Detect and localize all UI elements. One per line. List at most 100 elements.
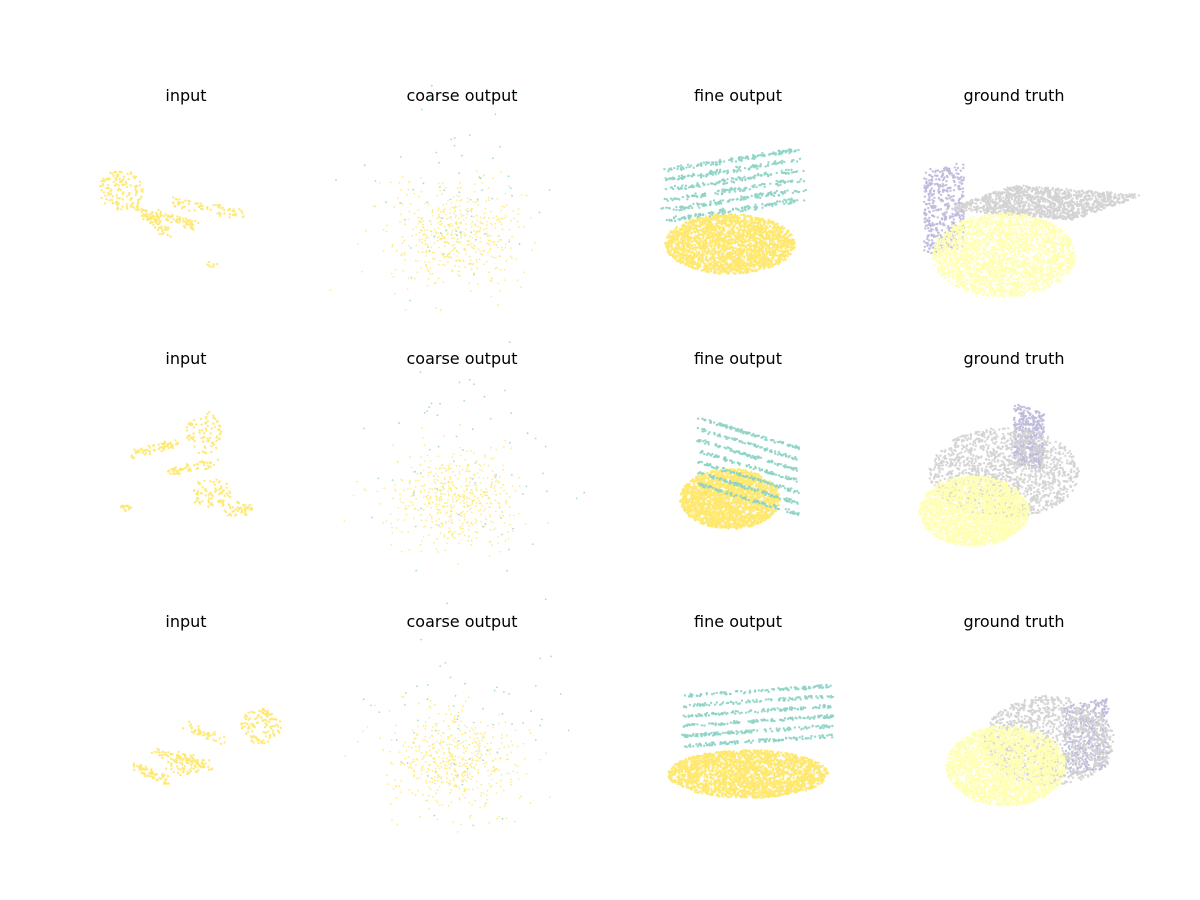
data-point — [466, 207, 469, 210]
data-point — [183, 205, 186, 208]
data-point — [463, 232, 465, 235]
data-point — [470, 268, 473, 270]
data-point — [724, 211, 727, 214]
data-point — [511, 257, 513, 260]
data-point — [732, 226, 736, 229]
data-point — [372, 205, 375, 208]
data-point — [161, 229, 164, 233]
data-point — [447, 224, 450, 227]
data-point — [726, 245, 729, 248]
data-point — [479, 250, 482, 253]
data-point — [666, 244, 669, 247]
data-point — [684, 184, 688, 187]
data-point — [481, 253, 483, 256]
data-point — [668, 244, 671, 247]
data-point — [498, 219, 500, 222]
data-point — [940, 175, 943, 179]
data-point — [781, 159, 784, 162]
data-point — [466, 240, 469, 242]
data-point — [152, 223, 155, 227]
data-point — [462, 219, 465, 221]
data-point — [721, 244, 725, 247]
data-point — [688, 165, 691, 169]
data-point — [182, 217, 185, 220]
data-point — [439, 220, 442, 223]
data-point — [792, 246, 796, 250]
data-point — [741, 249, 744, 252]
data-point — [429, 220, 432, 223]
data-point — [468, 243, 470, 246]
data-point — [436, 239, 439, 242]
data-point — [470, 215, 473, 218]
data-point — [500, 171, 502, 174]
data-point — [470, 226, 473, 228]
data-point — [479, 177, 482, 179]
data-point — [218, 203, 222, 207]
data-point — [771, 254, 774, 257]
data-point — [782, 245, 786, 248]
data-point — [509, 255, 512, 257]
data-point — [952, 199, 955, 203]
data-point — [418, 231, 421, 234]
data-point — [758, 184, 761, 187]
data-point — [740, 156, 743, 159]
data-point — [717, 216, 720, 219]
data-point — [186, 219, 189, 222]
data-point — [927, 250, 930, 254]
data-point — [497, 282, 500, 285]
data-point — [472, 201, 475, 203]
data-point — [471, 220, 474, 223]
data-point — [417, 209, 420, 211]
data-point — [116, 208, 119, 211]
data-point — [499, 289, 501, 292]
data-point — [455, 250, 458, 253]
data-point — [460, 236, 462, 239]
data-point — [420, 229, 422, 232]
data-point — [426, 201, 429, 204]
data-point — [1134, 196, 1137, 199]
data-point — [722, 229, 726, 232]
data-point — [385, 201, 387, 204]
data-point — [954, 184, 957, 187]
data-point — [390, 181, 392, 184]
data-point — [686, 198, 689, 201]
data-point — [693, 231, 697, 234]
data-point — [756, 174, 759, 177]
data-point — [960, 175, 963, 179]
data-point — [790, 245, 793, 248]
data-point — [730, 265, 734, 268]
data-point — [455, 230, 458, 233]
data-point — [444, 264, 446, 267]
data-point — [792, 239, 796, 242]
data-point — [722, 225, 725, 229]
data-point — [744, 178, 747, 182]
data-point — [175, 198, 178, 201]
data-point — [433, 229, 436, 231]
data-point — [422, 223, 424, 226]
data-point — [754, 261, 758, 264]
data-point — [738, 158, 741, 161]
data-point — [479, 221, 482, 223]
data-point — [761, 217, 765, 221]
data-point — [478, 258, 481, 261]
data-point — [444, 241, 446, 244]
data-point — [930, 187, 933, 190]
data-point — [412, 188, 414, 191]
data-point — [451, 249, 454, 252]
data-point — [741, 177, 744, 180]
data-point — [717, 212, 720, 215]
data-point — [753, 174, 757, 177]
data-point — [184, 223, 188, 226]
data-point — [485, 200, 488, 202]
data-point — [409, 247, 412, 249]
data-point — [939, 233, 942, 237]
data-point — [961, 195, 965, 198]
data-point — [504, 242, 507, 245]
data-point — [721, 211, 724, 214]
data-point — [746, 156, 750, 159]
data-point — [209, 208, 212, 211]
data-point — [136, 205, 139, 209]
data-point — [700, 202, 703, 206]
data-point — [487, 196, 490, 199]
data-point — [952, 194, 955, 198]
